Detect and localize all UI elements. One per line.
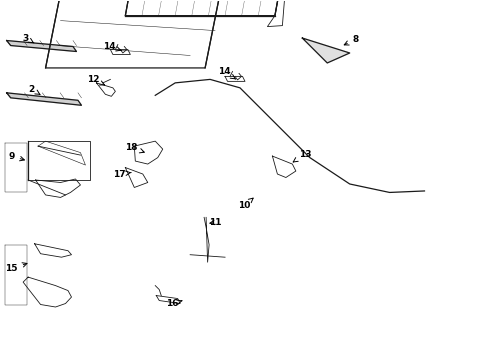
Polygon shape	[302, 38, 349, 63]
Text: 12: 12	[86, 75, 104, 85]
Text: 17: 17	[113, 170, 131, 179]
Text: 14: 14	[103, 42, 121, 51]
Text: 7: 7	[0, 359, 1, 360]
Text: 6: 6	[0, 359, 1, 360]
Text: 16: 16	[166, 299, 182, 308]
Polygon shape	[7, 93, 81, 105]
Text: 10: 10	[237, 198, 253, 210]
Text: 9: 9	[8, 152, 24, 161]
Text: 13: 13	[292, 150, 310, 162]
Text: 18: 18	[125, 143, 144, 153]
Text: 15: 15	[5, 263, 27, 273]
Polygon shape	[7, 41, 76, 51]
Text: 1: 1	[0, 359, 1, 360]
Text: 3: 3	[22, 33, 34, 43]
Text: 2: 2	[28, 85, 40, 94]
Text: 14: 14	[217, 67, 235, 79]
Text: 4: 4	[0, 359, 1, 360]
Text: 11: 11	[208, 218, 221, 227]
Text: 5: 5	[0, 359, 1, 360]
Text: 8: 8	[344, 35, 358, 45]
